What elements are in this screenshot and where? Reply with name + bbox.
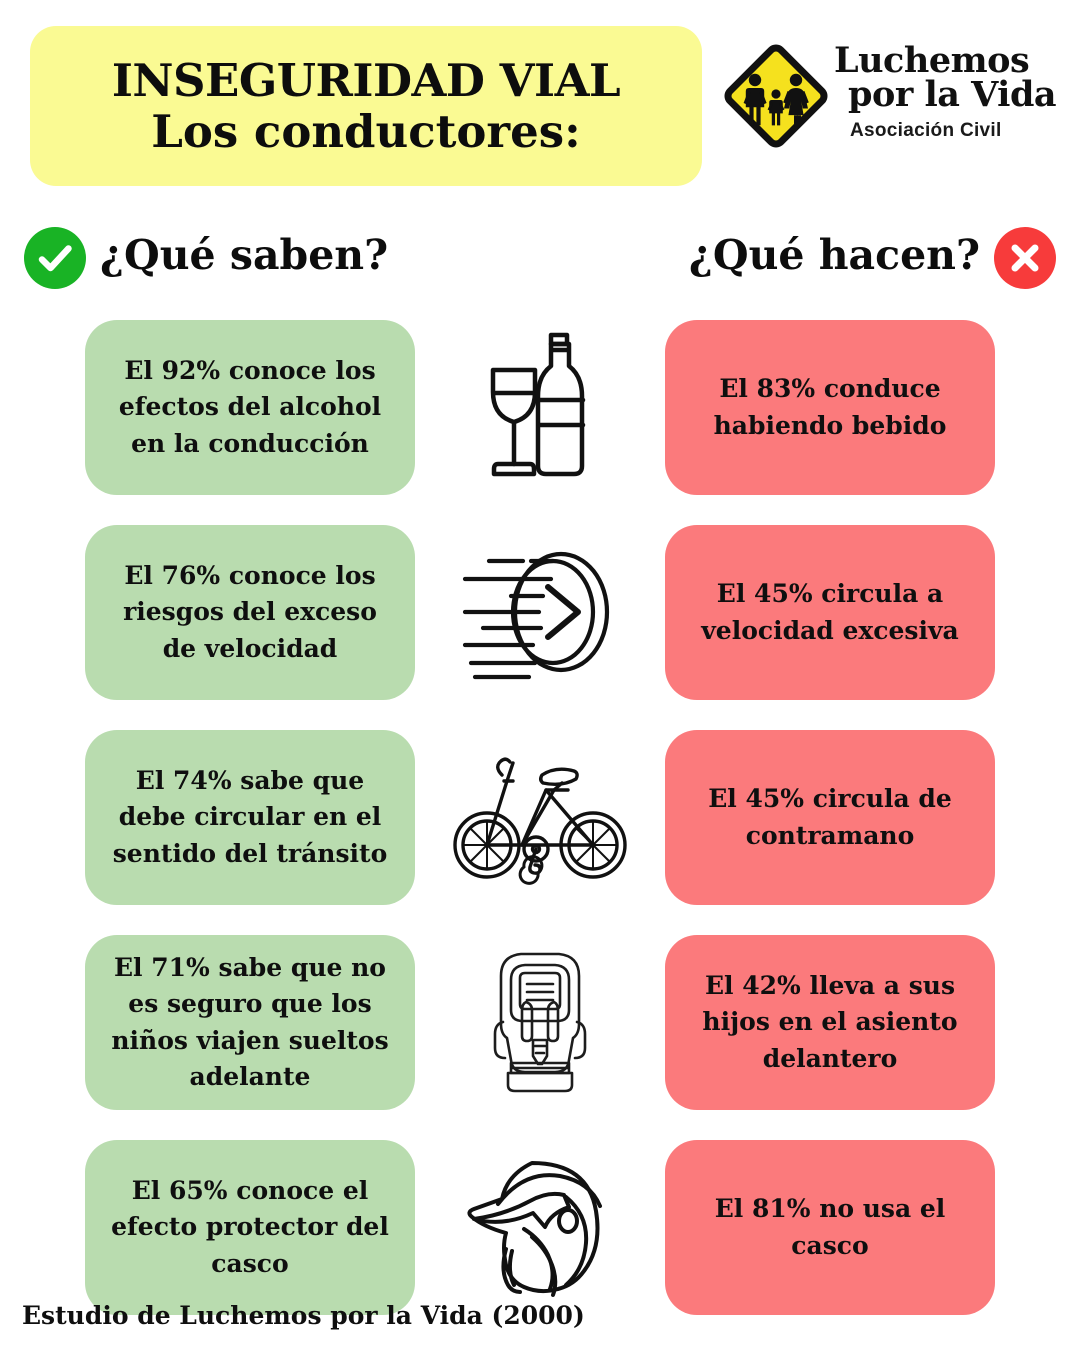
header: INSEGURIDAD VIAL Los conductores: xyxy=(0,0,1080,200)
column-headings: ¿Qué saben? ¿Qué hacen? xyxy=(0,222,1080,304)
know-text: El 74% sabe que debe circular en el sent… xyxy=(112,765,388,868)
know-text: El 92% conoce los efectos del alcohol en… xyxy=(118,355,382,458)
row-icon-cell xyxy=(440,920,640,1125)
organization-logo: Luchemos por la Vida Asociación Civil xyxy=(722,40,1057,180)
x-circle-icon xyxy=(994,227,1056,289)
speedometer-speed-lines-icon xyxy=(462,551,609,680)
do-text: El 81% no usa el casco xyxy=(714,1194,946,1260)
logo-wordmark: Luchemos por la Vida Asociación Civil xyxy=(834,40,1057,142)
know-text: El 71% sabe que no es seguro que los niñ… xyxy=(111,952,389,1092)
do-pill: El 45% circula de contramano xyxy=(665,730,995,905)
logo-name-line2: por la Vida xyxy=(848,74,1057,116)
row-icon-cell xyxy=(440,1125,640,1330)
motorcycle-helmet-icon xyxy=(466,1160,602,1297)
column-heading-know: ¿Qué saben? xyxy=(24,222,388,289)
heading-label-do: ¿Qué hacen? xyxy=(688,231,980,279)
do-pill: El 45% circula a velocidad excesiva xyxy=(665,525,995,700)
know-text: El 76% conoce los riesgos del exceso de … xyxy=(123,560,377,663)
know-pill: El 65% conoce el efecto protector del ca… xyxy=(85,1140,415,1315)
know-pill: El 74% sabe que debe circular en el sent… xyxy=(85,730,415,905)
row-icon-cell xyxy=(440,715,640,920)
know-pill: El 71% sabe que no es seguro que los niñ… xyxy=(85,935,415,1110)
x-glyph xyxy=(1011,244,1039,272)
check-circle-icon xyxy=(24,227,86,289)
table-row: El 65% conoce el efecto protector del ca… xyxy=(0,1125,1080,1330)
table-row: El 92% conoce los efectos del alcohol en… xyxy=(0,305,1080,510)
table-row: El 71% sabe que no es seguro que los niñ… xyxy=(0,920,1080,1125)
child-car-seat-icon xyxy=(493,952,587,1093)
page-title: INSEGURIDAD VIAL xyxy=(111,53,621,107)
column-heading-do: ¿Qué hacen? xyxy=(689,222,1056,289)
comparison-rows: El 92% conoce los efectos del alcohol en… xyxy=(0,305,1080,1330)
do-pill: El 81% no usa el casco xyxy=(665,1140,995,1315)
row-icon-cell xyxy=(440,510,640,715)
page-subtitle: Los conductores: xyxy=(151,105,581,158)
do-text: El 45% circula a velocidad excesiva xyxy=(701,579,959,645)
row-icon-cell xyxy=(440,305,640,510)
know-text: El 65% conoce el efecto protector del ca… xyxy=(111,1175,389,1278)
source-note: Estudio de Luchemos por la Vida (2000) xyxy=(22,1301,585,1330)
pedestrian-family-diamond-sign-icon xyxy=(724,44,828,148)
do-text: El 45% circula de contramano xyxy=(708,784,952,850)
table-row: El 74% sabe que debe circular en el sent… xyxy=(0,715,1080,920)
title-banner: INSEGURIDAD VIAL Los conductores: xyxy=(30,26,702,186)
know-pill: El 76% conoce los riesgos del exceso de … xyxy=(85,525,415,700)
bicycle-icon xyxy=(453,757,627,885)
table-row: El 76% conoce los riesgos del exceso de … xyxy=(0,510,1080,715)
logo-subtitle: Asociación Civil xyxy=(850,119,1002,141)
do-pill: El 42% lleva a sus hijos en el asiento d… xyxy=(665,935,995,1110)
wine-bottle-and-glass-icon xyxy=(490,332,586,477)
heading-label-know: ¿Qué saben? xyxy=(100,231,389,279)
check-glyph xyxy=(38,245,72,272)
do-text: El 42% lleva a sus hijos en el asiento d… xyxy=(702,970,958,1073)
do-pill: El 83% conduce habiendo bebido xyxy=(665,320,995,495)
logo-name-line1: Luchemos xyxy=(834,40,1030,81)
know-pill: El 92% conoce los efectos del alcohol en… xyxy=(85,320,415,495)
do-text: El 83% conduce habiendo bebido xyxy=(713,374,947,440)
